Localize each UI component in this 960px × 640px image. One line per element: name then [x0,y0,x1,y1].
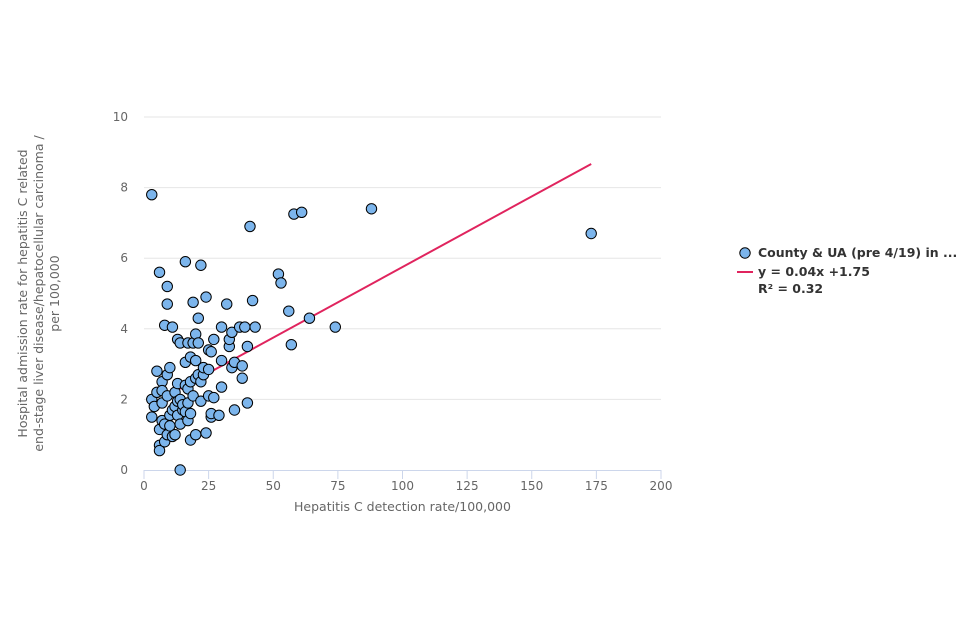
scatter-point[interactable] [174,464,186,476]
legend-trend-equation[interactable]: y = 0.04x +1.75 [758,264,870,279]
trend-line-layer [151,163,592,405]
y-axis: 0 2 4 6 8 10 [113,110,128,477]
scatter-point[interactable] [166,321,179,333]
y-tick-label: 2 [120,392,128,406]
legend-scatter-label[interactable]: County & UA (pre 4/19) in ... [758,245,957,260]
x-tick-label: 75 [330,479,345,493]
scatter-point[interactable] [241,340,254,353]
y-tick-label: 6 [120,251,128,265]
scatter-point[interactable] [192,337,204,349]
scatter-point[interactable] [169,429,181,441]
scatter-point[interactable] [295,206,308,219]
y-axis-title-line: end-stage liver disease/hepatocellular c… [31,135,46,452]
scatter-point[interactable] [190,354,202,367]
y-axis-title: Hospital admission rate for hepatitis C … [15,135,62,452]
scatter-point[interactable] [161,298,173,310]
y-tick-label: 8 [120,181,128,195]
scatter-point[interactable] [244,220,256,233]
scatter-point[interactable] [146,411,158,423]
scatter-point[interactable] [303,312,316,324]
scatter-point[interactable] [246,294,259,307]
scatter-point[interactable] [153,444,166,457]
scatter-point[interactable] [200,427,212,439]
scatter-point[interactable] [190,429,202,441]
scatter-point[interactable] [215,381,228,393]
scatter-point[interactable] [365,203,378,215]
scatter-point[interactable] [215,354,228,367]
scatter-point[interactable] [153,266,166,279]
scatter-point[interactable] [215,321,228,333]
scatter-point[interactable] [192,312,204,324]
x-axis: 0 25 50 75 100 125 150 175 200 [140,470,672,493]
x-tick-label: 175 [585,479,608,493]
x-tick-label: 150 [520,479,543,493]
scatter-point[interactable] [208,333,220,346]
scatter-point[interactable] [164,361,176,374]
scatter-point[interactable] [184,407,197,420]
scatter-point[interactable] [187,296,199,309]
x-tick-label: 200 [650,479,673,493]
scatter-points [146,188,597,476]
y-tick-label: 10 [113,110,128,124]
x-tick-label: 50 [266,479,281,493]
y-tick-label: 4 [120,322,128,336]
legend[interactable]: County & UA (pre 4/19) in ... y = 0.04x … [737,245,957,296]
y-tick-label: 0 [120,463,128,477]
scatter-point[interactable] [236,372,248,384]
scatter-point[interactable] [146,188,158,201]
x-tick-label: 25 [201,479,216,493]
x-tick-label: 100 [391,479,414,493]
scatter-point[interactable] [585,227,597,240]
scatter-point[interactable] [208,391,220,404]
scatter-point[interactable] [200,291,212,303]
scatter-point[interactable] [249,321,261,333]
scatter-point[interactable] [239,321,251,333]
scatter-point[interactable] [202,363,215,376]
legend-trend-r-squared: R² = 0.32 [758,281,823,296]
scatter-point[interactable] [221,298,233,310]
scatter-point[interactable] [179,256,192,268]
x-axis-title: Hepatitis C detection rate/100,000 [294,499,511,514]
scatter-point[interactable] [283,305,295,317]
scatter-point[interactable] [205,346,217,358]
scatter-point[interactable] [195,395,207,407]
scatter-point[interactable] [226,326,238,339]
scatter-point[interactable] [187,390,199,402]
y-axis-title-line: Hospital admission rate for hepatitis C … [15,149,30,437]
scatter-point[interactable] [213,409,225,421]
legend-scatter-marker [739,247,751,259]
scatter-point[interactable] [161,280,173,293]
trend-line [151,163,592,405]
scatter-point[interactable] [275,277,287,289]
scatter-point[interactable] [236,360,248,372]
x-tick-label: 125 [456,479,479,493]
scatter-point[interactable] [228,404,241,416]
x-tick-label: 0 [140,479,148,493]
scatter-point[interactable] [195,259,207,271]
scatter-point[interactable] [241,397,254,409]
scatter-point[interactable] [285,338,298,351]
scatter-point[interactable] [151,365,163,377]
y-axis-title-line: per 100,000 [47,255,62,331]
scatter-point[interactable] [329,321,341,333]
